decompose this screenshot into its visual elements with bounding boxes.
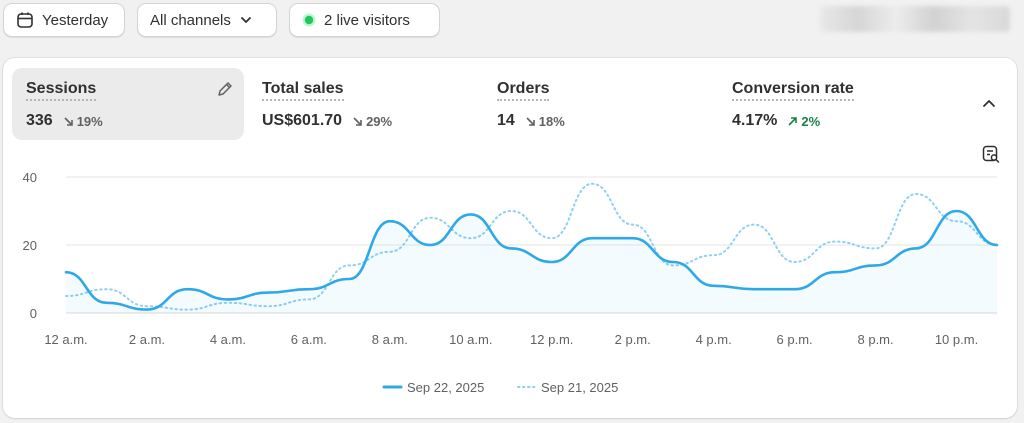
- metric-label: Total sales: [262, 80, 344, 101]
- metric-value: 4.17%: [732, 112, 778, 129]
- arrow-down-right-icon: [64, 116, 73, 126]
- pencil-icon[interactable]: [216, 80, 234, 98]
- arrow-down-right-icon: [526, 116, 535, 126]
- date-range-button[interactable]: Yesterday: [3, 3, 125, 37]
- metric-delta: 18%: [525, 114, 565, 129]
- x-tick-label: 4 a.m.: [210, 332, 246, 347]
- x-tick-label: 10 a.m.: [449, 332, 492, 347]
- metric-value: 336: [26, 112, 53, 129]
- toolbar: Yesterday All channels 2 live visitors: [0, 0, 1024, 44]
- y-tick-label: 0: [30, 306, 37, 321]
- x-tick-label: 8 a.m.: [372, 332, 408, 347]
- chart-insights-icon[interactable]: [981, 144, 1001, 164]
- metric-delta-value: 19%: [76, 113, 103, 129]
- metric-delta-value: 29%: [366, 113, 393, 129]
- metric-sessions[interactable]: Sessions 336 19%: [12, 68, 244, 140]
- x-tick-label: 12 p.m.: [530, 332, 573, 347]
- x-tick-label: 10 p.m.: [935, 332, 978, 347]
- x-tick-label: 8 p.m.: [858, 332, 894, 347]
- legend-label-current: Sep 22, 2025: [407, 380, 484, 395]
- metric-delta: 29%: [352, 114, 392, 129]
- metric-label: Orders: [497, 80, 550, 101]
- redacted-text: [820, 6, 1010, 32]
- metric-delta-value: 2%: [801, 113, 821, 129]
- legend-label-previous: Sep 21, 2025: [541, 380, 618, 395]
- x-tick-label: 12 a.m.: [44, 332, 87, 347]
- x-tick-label: 6 p.m.: [777, 332, 813, 347]
- metric-orders[interactable]: Orders 14 18%: [483, 68, 715, 140]
- arrow-up-right-icon: [788, 116, 798, 126]
- x-tick-label: 2 p.m.: [615, 332, 651, 347]
- arrow-down-right-icon: [353, 116, 362, 126]
- series-line-current: [64, 209, 999, 311]
- chevron-down-icon: [240, 17, 251, 23]
- live-visitors-label: 2 live visitors: [324, 11, 410, 29]
- channel-filter-button[interactable]: All channels: [137, 3, 277, 37]
- sessions-line-chart: 0 20 40 12 a.m. 2 a.m. 4 a.m. 6 a.m. 8 a.m. 10 a…: [23, 170, 999, 395]
- x-tick-label: 4 p.m.: [696, 332, 732, 347]
- x-tick-label: 2 a.m.: [129, 332, 165, 347]
- analytics-card: Sessions 336 19% Total sales US$601.70 2…: [3, 58, 1017, 418]
- metric-delta: 19%: [63, 114, 103, 129]
- metric-value: 14: [497, 112, 515, 129]
- chevron-up-icon[interactable]: [981, 96, 997, 112]
- y-tick-label: 40: [23, 170, 37, 185]
- metric-conversion-rate[interactable]: Conversion rate 4.17% 2%: [718, 68, 950, 140]
- x-tick-label: 6 a.m.: [291, 332, 327, 347]
- series-area-current: [66, 211, 997, 313]
- metric-label: Sessions: [26, 80, 97, 101]
- channel-filter-label: All channels: [150, 11, 231, 29]
- live-visitors-button[interactable]: 2 live visitors: [289, 3, 440, 37]
- metric-delta-value: 18%: [538, 113, 565, 129]
- date-range-label: Yesterday: [42, 11, 109, 29]
- metric-label: Conversion rate: [732, 80, 854, 101]
- y-tick-label: 20: [23, 238, 37, 253]
- metric-delta: 2%: [787, 114, 820, 129]
- metric-total-sales[interactable]: Total sales US$601.70 29%: [248, 68, 480, 140]
- metric-value: US$601.70: [262, 112, 343, 129]
- live-dot-icon: [302, 13, 316, 27]
- calendar-icon: [17, 12, 33, 28]
